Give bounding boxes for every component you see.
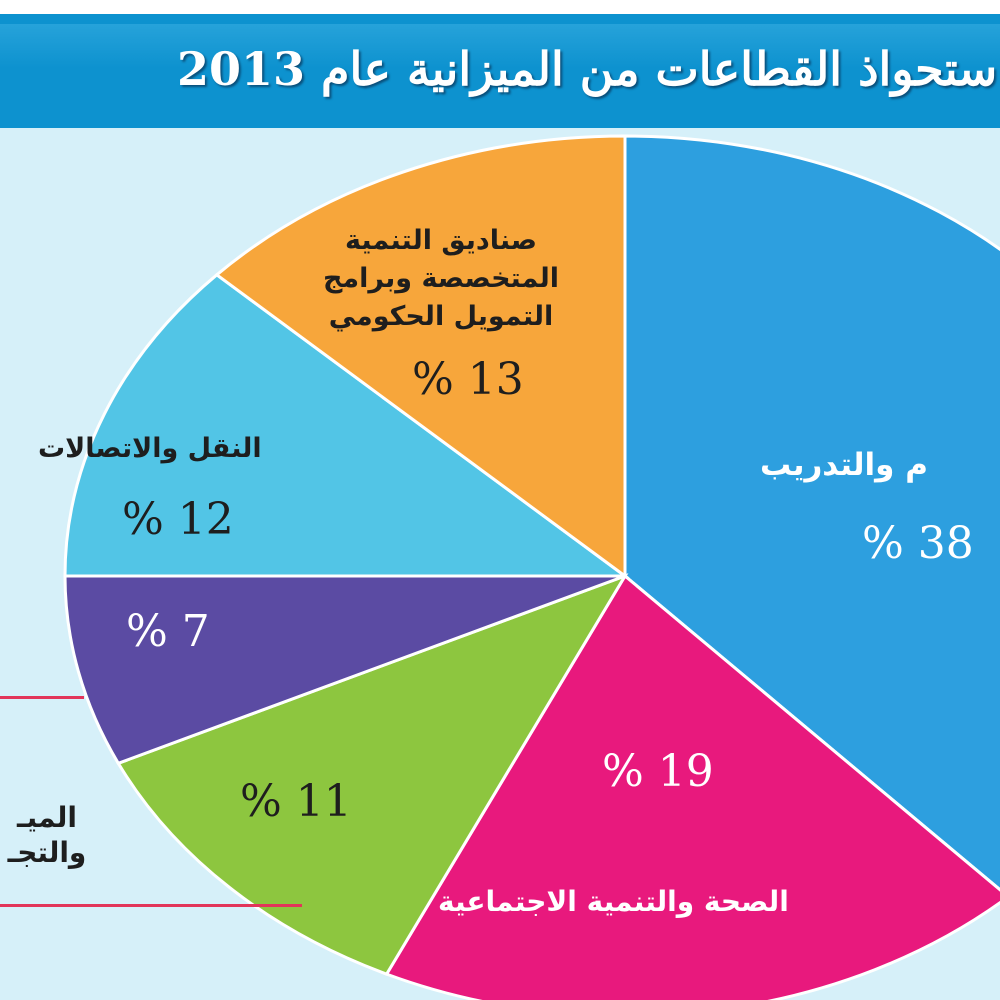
- pie-slice-7: [63, 574, 626, 766]
- pie-slice-funds: [214, 134, 627, 579]
- chart-area: م والتدريب % 38 % 19 الصحة والتنمية الاج…: [0, 128, 1000, 1000]
- chart-title: استحواذ القطاعات من الميزانية عام 2013: [177, 42, 1000, 96]
- slice-label-transport: النقل والاتصالات: [38, 433, 262, 464]
- slice-label-health: الصحة والتنمية الاجتماعية: [438, 885, 789, 918]
- title-shine: [0, 24, 1000, 68]
- slice-label-funds-line-3: التمويل الحكومي: [328, 301, 554, 332]
- slice-value-health: % 19: [602, 746, 714, 797]
- leader-line-lower: [0, 904, 302, 907]
- slice-value-11: % 11: [240, 776, 352, 827]
- pie-slice-education: [623, 134, 1000, 892]
- pie-slice-11: [116, 573, 629, 976]
- slice-label-funds-line-1: صناديق التنمية: [345, 225, 537, 256]
- pie-chart: [63, 134, 1000, 1000]
- slice-value-transport: % 12: [122, 494, 234, 545]
- pie-slice-health: [384, 573, 1000, 1000]
- slice-value-7: % 7: [126, 606, 210, 657]
- leader-line-upper: [0, 696, 84, 699]
- slice-label-11: الميـ والتجـ: [7, 801, 87, 869]
- title-bar: استحواذ القطاعات من الميزانية عام 2013: [0, 14, 1000, 128]
- slice-label-education: م والتدريب: [760, 447, 928, 483]
- slice-value-funds: % 13: [412, 354, 524, 405]
- slice-value-education: % 38: [862, 518, 974, 569]
- slice-label-funds-line-2: المتخصصة وبرامج: [322, 263, 560, 294]
- pie-slice-transport: [63, 272, 630, 578]
